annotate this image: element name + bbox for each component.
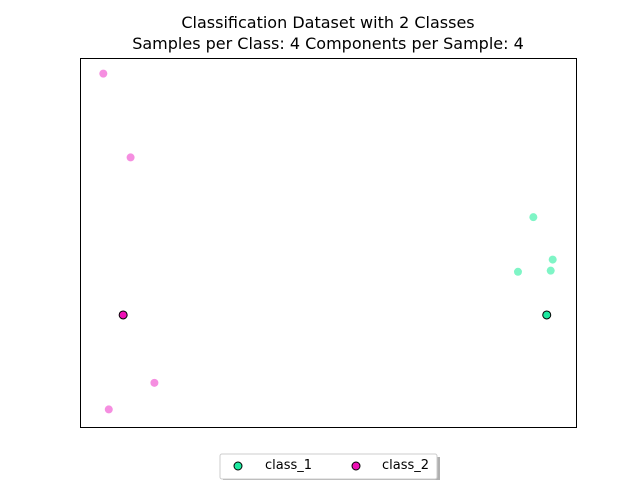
data-points (99, 69, 557, 414)
point-class-2-3 (150, 378, 159, 387)
highlight-point-class-1 (542, 310, 552, 320)
point-class-2-1 (99, 69, 108, 78)
legend-label-class-1: class_1 (265, 458, 312, 473)
plot-area (80, 58, 577, 428)
legend-box (219, 453, 438, 480)
point-class-1-3 (513, 267, 522, 276)
point-class-2-2 (126, 153, 135, 162)
point-class-1-4 (548, 255, 557, 264)
chart-title-line-2: Samples per Class: 4 Components per Samp… (132, 34, 524, 53)
legend: class_1 class_2 (219, 453, 440, 480)
point-class-1-2 (546, 266, 555, 275)
legend-label-class-2: class_2 (382, 458, 429, 473)
highlight-point-class-2 (118, 310, 128, 320)
legend-marker-class-2 (351, 461, 361, 471)
legend-marker-class-1 (233, 461, 243, 471)
chart-title-line-1: Classification Dataset with 2 Classes (181, 13, 474, 32)
point-class-2-4 (104, 405, 113, 414)
point-class-1-1 (529, 213, 538, 222)
